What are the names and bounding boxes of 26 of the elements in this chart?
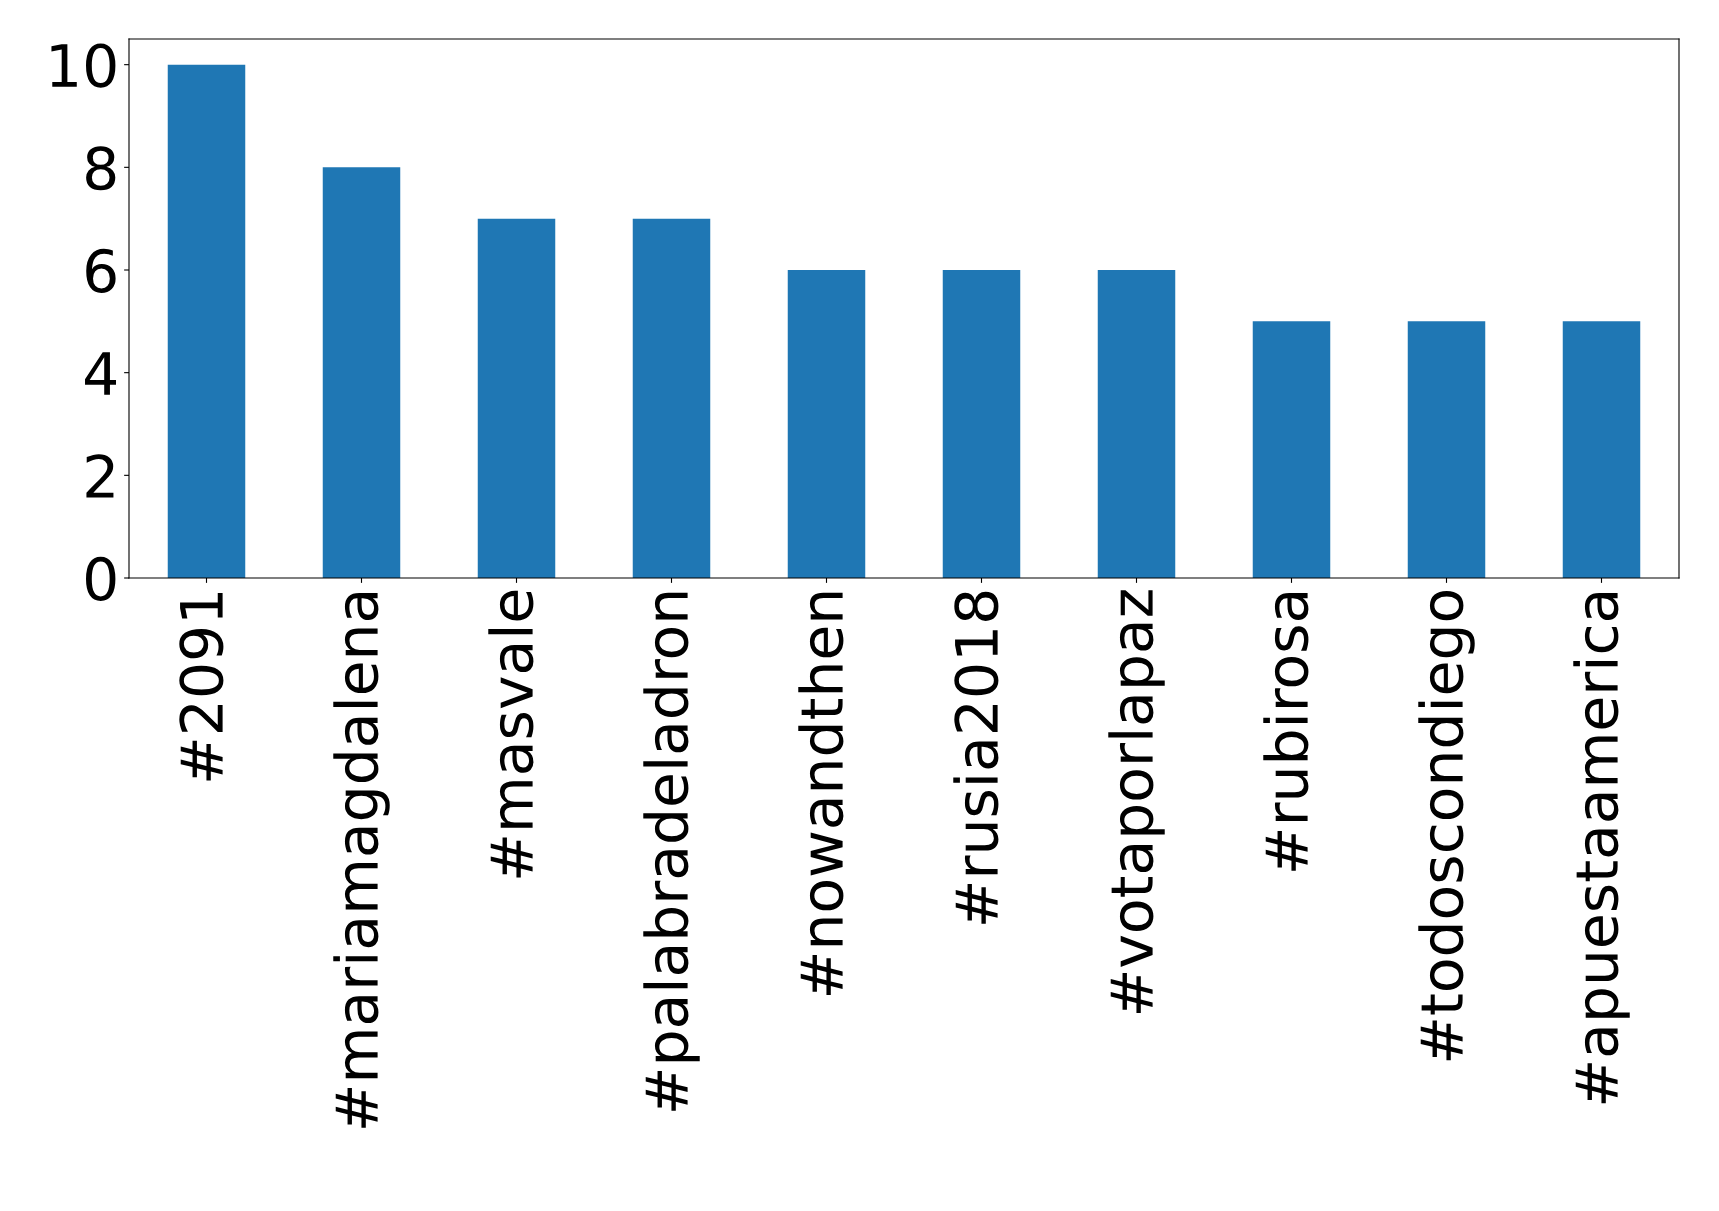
y-tick-label: 0 xyxy=(86,556,116,601)
x-tick-label: #todoscondiego xyxy=(1418,590,1475,1061)
x-tick-label: #mariamagdalena xyxy=(333,593,390,1128)
bar xyxy=(632,218,711,578)
y-tick-label: 2 xyxy=(86,454,114,498)
y-tick-label: 10 xyxy=(51,43,116,88)
bar xyxy=(1407,321,1486,578)
x-tick-label: #palabradeladron xyxy=(643,592,700,1111)
x-tick-label: #masvale xyxy=(488,590,534,878)
x-tick-label: #nowandthen xyxy=(798,592,844,995)
bar xyxy=(167,64,246,578)
x-tick-label: #rusia2018 xyxy=(953,591,999,924)
y-tick-label: 4 xyxy=(85,352,117,395)
bar xyxy=(1562,321,1641,578)
bar xyxy=(787,270,866,578)
x-tick-label: #apuestaamerica xyxy=(1573,593,1630,1104)
bar xyxy=(1252,321,1331,578)
y-tick-label: 8 xyxy=(86,146,116,191)
bar xyxy=(477,218,556,578)
bar xyxy=(942,270,1021,578)
x-tick-label: #rubirosa xyxy=(1263,593,1309,871)
bar xyxy=(1097,270,1176,578)
x-tick-label: #2091 xyxy=(179,593,224,781)
y-tick-label: 6 xyxy=(86,248,116,293)
x-tick-label: #votaporlapaz xyxy=(1108,590,1165,1013)
bar xyxy=(322,167,401,578)
